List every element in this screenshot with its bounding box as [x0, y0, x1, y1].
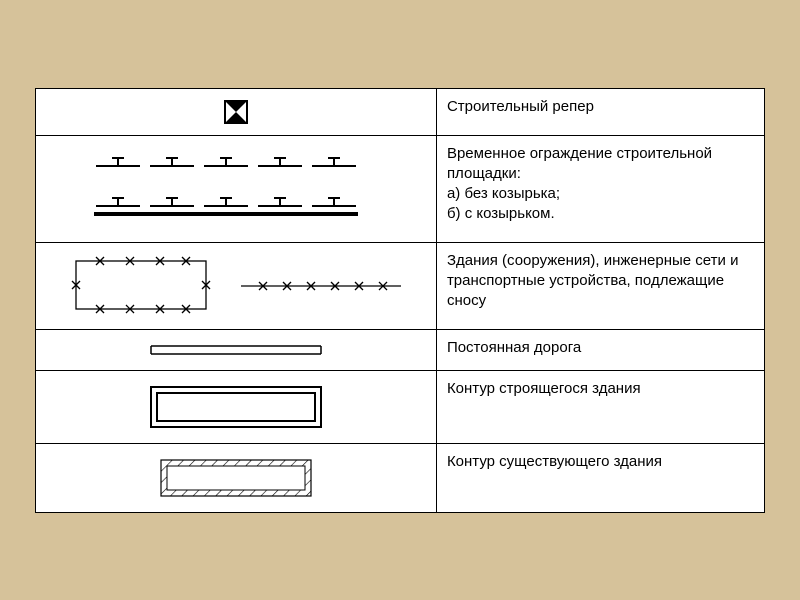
table-row: Здания (сооружения), инженерные сети и т…: [36, 242, 765, 329]
description-cell: Контур существующего здания: [436, 443, 764, 512]
demolish-icon: [56, 251, 416, 321]
table-row: Контур строящегося здания: [36, 370, 765, 443]
description-cell: Строительный репер: [436, 88, 764, 135]
description-cell: Контур строящегося здания: [436, 370, 764, 443]
table-row: Контур существующего здания: [36, 443, 765, 512]
legend-sheet: Строительный репер: [35, 88, 765, 513]
description-cell: Постоянная дорога: [436, 329, 764, 370]
symbol-cell-demolish: [36, 242, 437, 329]
legend-table: Строительный репер: [35, 88, 765, 513]
description-cell: Здания (сооружения), инженерные сети и т…: [436, 242, 764, 329]
symbol-cell-hatched-rect: [36, 443, 437, 512]
table-row: Временное ограждение строительной площад…: [36, 135, 765, 242]
fence-icon: [76, 144, 396, 234]
symbol-cell-double-rect: [36, 370, 437, 443]
symbol-cell-road: [36, 329, 437, 370]
table-row: Постоянная дорога: [36, 329, 765, 370]
symbol-cell-reper: [36, 88, 437, 135]
road-icon: [136, 338, 336, 362]
double-rect-icon: [136, 379, 336, 435]
reper-icon: [221, 97, 251, 127]
symbol-cell-fence: [36, 135, 437, 242]
description-cell: Временное ограждение строительной площад…: [436, 135, 764, 242]
table-row: Строительный репер: [36, 88, 765, 135]
hatched-rect-icon: [146, 452, 326, 504]
